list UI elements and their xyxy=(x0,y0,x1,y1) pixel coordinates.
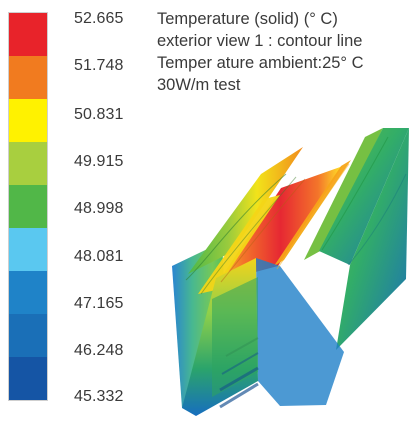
legend-band-4 xyxy=(9,141,47,185)
legend-tick-8: 46.248 xyxy=(74,342,124,359)
color-legend xyxy=(8,12,48,401)
heat-profile-illustration xyxy=(172,128,409,416)
legend-tick-2: 51.748 xyxy=(74,57,124,74)
profile-render xyxy=(160,122,416,422)
legend-tick-1: 52.665 xyxy=(74,10,124,27)
info-line-4: 30W/m test xyxy=(157,76,241,94)
legend-labels: 52.665 51.748 50.831 49.915 48.998 48.08… xyxy=(74,10,144,410)
legend-band-1 xyxy=(9,13,47,56)
info-line-3: Temper ature ambient:25° C xyxy=(157,54,364,72)
legend-tick-4: 49.915 xyxy=(74,153,124,170)
legend-band-7 xyxy=(9,270,47,314)
legend-band-6 xyxy=(9,227,47,271)
legend-band-5 xyxy=(9,184,47,228)
info-panel: Temperature (solid) (° C) exterior view … xyxy=(157,8,412,96)
legend-tick-6: 48.081 xyxy=(74,248,124,265)
legend-tick-9: 45.332 xyxy=(74,388,124,405)
info-line-1: Temperature (solid) (° C) xyxy=(157,10,338,28)
legend-tick-5: 48.998 xyxy=(74,200,124,217)
info-line-2: exterior view 1 : contour line xyxy=(157,32,363,50)
legend-band-8 xyxy=(9,313,47,357)
legend-band-9 xyxy=(9,356,47,400)
legend-tick-7: 47.165 xyxy=(74,295,124,312)
legend-tick-3: 50.831 xyxy=(74,106,124,123)
legend-band-3 xyxy=(9,98,47,142)
legend-band-2 xyxy=(9,55,47,99)
